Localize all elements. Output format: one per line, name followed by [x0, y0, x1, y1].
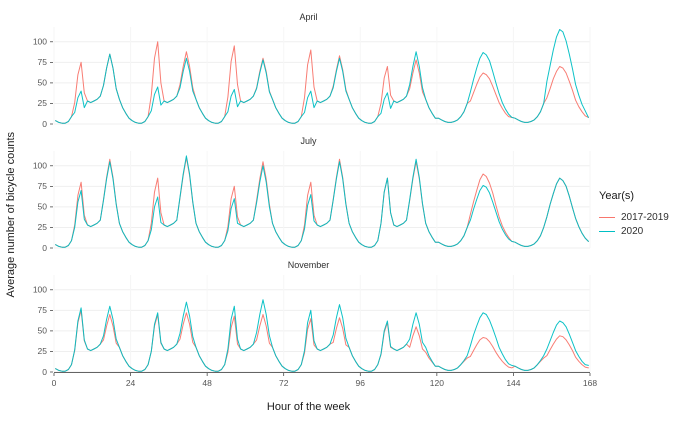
series-line-2017-2019 — [55, 309, 589, 372]
y-tick-label: 25 — [38, 222, 48, 232]
y-tick-label: 75 — [38, 181, 48, 191]
y-tick-label: 50 — [38, 326, 48, 336]
y-tick-label: 100 — [33, 37, 47, 47]
legend-entry-label: 2020 — [621, 225, 644, 237]
y-tick-label: 100 — [33, 161, 47, 171]
legend: Year(s) 2017-2019 2020 — [597, 4, 685, 425]
y-tick-label: 75 — [38, 57, 48, 67]
x-tick-label: 48 — [202, 378, 212, 388]
x-tick-label: 24 — [126, 378, 136, 388]
facet-plot: 0 25 50 75 100 — [33, 27, 591, 128]
facet-panel: November 0 25 50 75 100 0 24 48 72 96 120 144 168 — [20, 259, 597, 398]
facet-panel: April 0 25 50 75 100 — [20, 11, 597, 128]
y-axis-title: Average number of bicycle counts — [5, 131, 17, 298]
facet-title: July — [300, 136, 317, 146]
panels-container: April 0 25 50 75 100 July 0 25 50 75 100 November 0 25… — [20, 4, 597, 398]
legend-entries: 2017-2019 2020 — [599, 209, 685, 240]
facet-panel: July 0 25 50 75 100 — [20, 135, 597, 252]
x-axis-title: Hour of the week — [266, 401, 351, 413]
x-tick-label: 96 — [356, 378, 366, 388]
legend-line-swatch — [599, 216, 615, 218]
series-line-2017-2019 — [55, 157, 589, 248]
series-line-2020 — [55, 155, 589, 248]
y-tick-label: 75 — [38, 305, 48, 315]
x-tick-label: 0 — [52, 378, 57, 388]
legend-entry: 2020 — [599, 226, 685, 237]
facet-title: November — [287, 260, 330, 270]
y-tick-label: 25 — [38, 346, 48, 356]
y-tick-label: 50 — [38, 78, 48, 88]
legend-entry: 2017-2019 — [599, 212, 685, 223]
series-line-2020 — [55, 29, 589, 124]
series-line-2020 — [55, 299, 589, 372]
x-tick-label: 144 — [506, 378, 520, 388]
x-tick-label: 120 — [430, 378, 444, 388]
legend-title: Year(s) — [599, 189, 635, 202]
facet-plot: 0 25 50 75 100 0 24 48 72 96 120 144 168 — [33, 275, 597, 388]
y-tick-label: 50 — [38, 202, 48, 212]
y-tick-label: 0 — [42, 243, 47, 252]
facet-plot: 0 25 50 75 100 — [33, 151, 591, 252]
facet-title: April — [299, 12, 318, 22]
y-tick-label: 0 — [42, 119, 47, 128]
x-tick-label: 72 — [279, 378, 289, 388]
legend-entry-label: 2017-2019 — [621, 211, 669, 223]
y-tick-label: 25 — [38, 98, 48, 108]
y-tick-label: 0 — [42, 367, 47, 377]
legend-line-swatch — [599, 230, 615, 232]
y-tick-label: 100 — [33, 285, 47, 295]
y-axis-title-column: Average number of bicycle counts — [2, 4, 20, 425]
facet-panels-column: April 0 25 50 75 100 July 0 25 50 75 100 November 0 25… — [20, 4, 597, 425]
x-tick-label: 168 — [583, 378, 597, 388]
